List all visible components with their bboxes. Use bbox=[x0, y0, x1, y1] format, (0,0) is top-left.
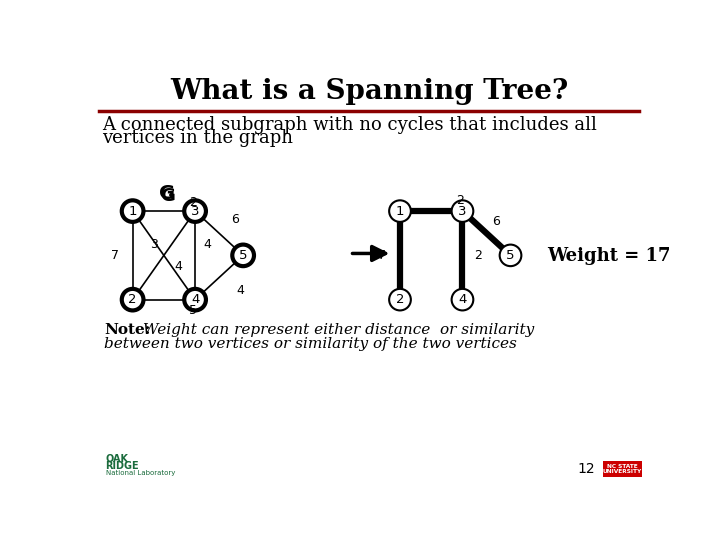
Text: 2: 2 bbox=[128, 293, 137, 306]
Text: National Laboratory: National Laboratory bbox=[106, 470, 175, 476]
Text: 4: 4 bbox=[458, 293, 467, 306]
Text: A connected subgraph with no cycles that includes all: A connected subgraph with no cycles that… bbox=[102, 116, 598, 134]
Circle shape bbox=[389, 200, 411, 222]
Text: 4: 4 bbox=[174, 260, 182, 273]
Text: 4: 4 bbox=[237, 284, 245, 298]
Text: 2: 2 bbox=[474, 249, 482, 262]
Text: 5: 5 bbox=[506, 249, 515, 262]
Text: G: G bbox=[159, 184, 176, 203]
Text: Note:: Note: bbox=[104, 323, 150, 338]
Text: 12: 12 bbox=[577, 462, 595, 476]
Text: 4: 4 bbox=[203, 238, 211, 251]
Circle shape bbox=[184, 289, 206, 310]
Text: 3: 3 bbox=[191, 205, 199, 218]
Text: OAK: OAK bbox=[106, 454, 128, 464]
Text: 3: 3 bbox=[458, 205, 467, 218]
Text: between two vertices or similarity of the two vertices: between two vertices or similarity of th… bbox=[104, 336, 517, 350]
Text: 2: 2 bbox=[189, 195, 197, 209]
Circle shape bbox=[184, 200, 206, 222]
Text: 5: 5 bbox=[239, 249, 248, 262]
Text: Weight can represent either distance  or similarity: Weight can represent either distance or … bbox=[138, 323, 534, 338]
Text: 3: 3 bbox=[150, 238, 158, 251]
Text: 2: 2 bbox=[456, 194, 464, 207]
Circle shape bbox=[389, 289, 411, 310]
Circle shape bbox=[233, 245, 254, 266]
Text: 1: 1 bbox=[396, 205, 404, 218]
Circle shape bbox=[500, 245, 521, 266]
Text: RIDGE: RIDGE bbox=[106, 461, 139, 471]
Text: Weight = 17: Weight = 17 bbox=[547, 247, 671, 265]
Text: 5: 5 bbox=[189, 304, 197, 317]
Text: 1: 1 bbox=[128, 205, 137, 218]
Text: What is a Spanning Tree?: What is a Spanning Tree? bbox=[170, 78, 568, 105]
Text: 6: 6 bbox=[492, 215, 500, 228]
Text: 7: 7 bbox=[378, 249, 386, 262]
Circle shape bbox=[122, 289, 143, 310]
Text: 6: 6 bbox=[231, 213, 238, 226]
Circle shape bbox=[451, 200, 473, 222]
FancyBboxPatch shape bbox=[603, 461, 642, 477]
Text: 4: 4 bbox=[191, 293, 199, 306]
Text: 7: 7 bbox=[111, 249, 119, 262]
Text: 2: 2 bbox=[396, 293, 404, 306]
Circle shape bbox=[122, 200, 143, 222]
Text: NC STATE
UNIVERSITY: NC STATE UNIVERSITY bbox=[603, 464, 642, 475]
Circle shape bbox=[451, 289, 473, 310]
Text: G: G bbox=[160, 187, 175, 205]
Text: vertices in the graph: vertices in the graph bbox=[102, 129, 294, 147]
